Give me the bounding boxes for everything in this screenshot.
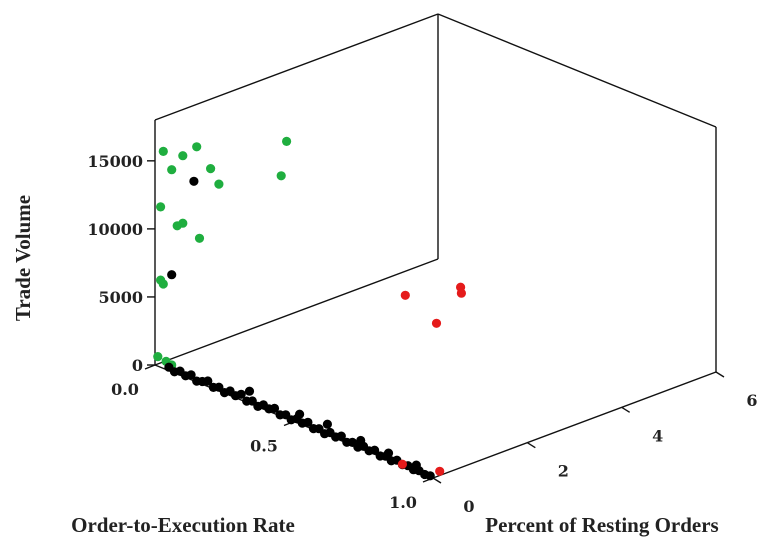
y-tick-label: 4 [652,426,663,445]
data-point-series-1 [178,151,188,161]
back-floor-edge [154,258,439,366]
z-tick-label: 0 [132,356,143,375]
top-right-edge [437,13,717,128]
data-point-series-2 [336,431,346,441]
data-point-series-1 [172,221,182,231]
data-point-series-1 [158,146,168,156]
y-tick-label: 6 [746,391,757,410]
z-tick-label: 15000 [87,152,143,171]
data-point-series-1 [192,142,202,152]
data-point-series-2 [383,448,394,458]
axis-ticks: 0 5000 10000 15000 0.0 0.5 1.0 0 2 4 6 [87,152,757,516]
data-points [153,136,466,481]
data-point-series-3 [456,288,466,298]
data-point-series-1 [282,136,292,146]
data-point-series-2 [244,386,255,396]
data-point-series-3 [431,318,442,328]
data-point-series-2 [411,460,421,470]
data-point-series-2 [295,409,305,419]
z-tick-label: 10000 [87,220,143,239]
x-tick [144,364,156,370]
y-axis-line [432,371,717,479]
data-point-series-2 [203,376,213,386]
data-point-series-1 [153,352,163,362]
y-tick [715,371,725,378]
data-point-series-1 [276,171,286,181]
z-axis-title: Trade Volume [11,195,35,321]
data-point-series-2 [322,419,332,429]
y-tick [526,442,536,449]
data-point-series-2 [167,270,177,280]
y-tick [432,477,442,484]
data-point-series-2 [356,435,366,446]
x-tick-label: 1.0 [389,493,417,512]
data-point-series-3 [435,466,445,476]
x-tick-label: 0.0 [111,380,139,399]
data-point-series-2 [303,417,313,427]
data-point-series-3 [397,459,407,469]
data-point-series-2 [189,176,199,186]
data-point-series-1 [214,179,224,189]
data-point-series-2 [269,403,280,413]
y-tick-label: 0 [463,497,474,516]
data-point-series-3 [400,290,410,300]
y-tick-label: 2 [558,462,569,481]
data-point-series-2 [425,471,435,481]
data-point-series-2 [186,370,196,380]
data-point-series-1 [167,165,177,175]
bounding-box [154,13,717,479]
x-tick-label: 0.5 [250,437,278,456]
z-tick-label: 5000 [98,288,143,307]
y-axis-title: Percent of Resting Orders [485,513,718,537]
x-axis-title: Order-to-Execution Rate [71,513,295,537]
top-back-edge [154,13,439,121]
y-tick [621,406,631,413]
data-point-series-1 [206,164,216,174]
data-point-series-1 [156,202,166,212]
data-point-series-2 [236,389,246,399]
data-point-series-2 [370,445,380,455]
data-point-series-1 [194,233,205,243]
data-point-series-1 [158,279,168,289]
